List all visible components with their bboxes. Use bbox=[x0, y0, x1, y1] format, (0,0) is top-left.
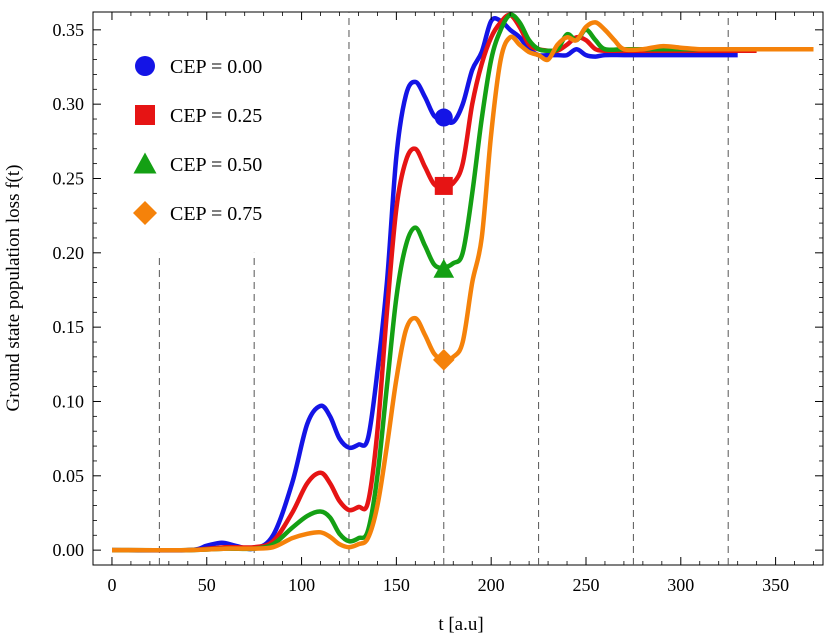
y-tick-label-2: 0.10 bbox=[53, 391, 85, 411]
y-tick-label-5: 0.25 bbox=[53, 168, 85, 188]
x-tick-label-1: 50 bbox=[198, 575, 216, 595]
series-line-3 bbox=[111, 20, 814, 553]
x-axis-label: t [a.u] bbox=[438, 614, 483, 635]
x-tick-label-0: 0 bbox=[107, 575, 116, 595]
x-tick-label-3: 150 bbox=[383, 575, 410, 595]
y-tick-label-1: 0.05 bbox=[53, 466, 85, 486]
legend-label-0: CEP = 0.00 bbox=[170, 56, 262, 78]
x-tick-label-5: 250 bbox=[572, 575, 599, 595]
y-tick-label-0: 0.00 bbox=[53, 540, 85, 560]
y-axis-ticks: 0.00 0.05 0.10 0.15 0.20 0.25 0.30 0.35 bbox=[53, 20, 823, 560]
series-marker-3 bbox=[432, 349, 455, 371]
series-marker-2 bbox=[433, 258, 455, 278]
legend-label-2: CEP = 0.50 bbox=[170, 154, 262, 176]
x-tick-label-7: 350 bbox=[762, 575, 789, 595]
series-marker-0 bbox=[434, 108, 453, 127]
series-line-2 bbox=[111, 12, 786, 553]
plot-frame bbox=[92, 11, 824, 566]
y-tick-label-4: 0.20 bbox=[53, 243, 85, 263]
x-tick-label-4: 200 bbox=[478, 575, 505, 595]
legend-label-3: CEP = 0.75 bbox=[170, 203, 262, 225]
legend: CEP = 0.00 CEP = 0.25 CEP = 0.50 CEP = 0.75 bbox=[133, 56, 262, 225]
series-line-0 bbox=[111, 15, 738, 553]
vertical-dashed-lines bbox=[158, 12, 729, 565]
legend-marker-3 bbox=[133, 201, 157, 225]
y-tick-label-7: 0.35 bbox=[53, 20, 85, 40]
series-layer bbox=[111, 12, 814, 553]
x-tick-label-2: 100 bbox=[288, 575, 315, 595]
series-line-1 bbox=[111, 12, 757, 553]
legend-marker-1 bbox=[135, 105, 155, 125]
legend-marker-0 bbox=[135, 56, 155, 76]
y-tick-label-6: 0.30 bbox=[53, 94, 85, 114]
legend-label-1: CEP = 0.25 bbox=[170, 105, 262, 127]
x-tick-label-6: 300 bbox=[667, 575, 694, 595]
legend-marker-2 bbox=[133, 152, 157, 174]
x-axis-ticks: 0 50 100 150 200 250 300 350 bbox=[107, 12, 814, 595]
y-axis-label: Ground state population loss f(t) bbox=[3, 165, 24, 412]
series-marker-1 bbox=[434, 176, 453, 195]
y-tick-label-3: 0.15 bbox=[53, 317, 85, 337]
marker-layer bbox=[432, 108, 455, 371]
